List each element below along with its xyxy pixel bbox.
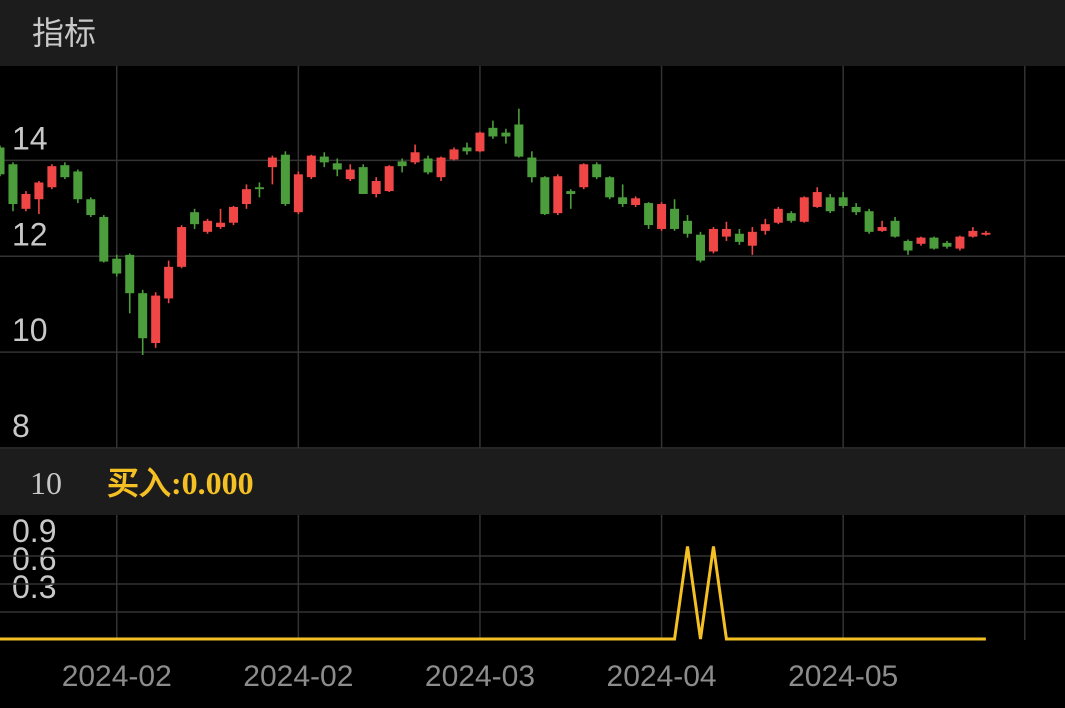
candle-body <box>203 220 213 232</box>
candle-body <box>151 295 161 344</box>
candle-body <box>0 147 5 175</box>
candle-body <box>760 224 770 231</box>
candle-body <box>501 132 511 137</box>
candle-body <box>540 177 550 215</box>
candle-body <box>462 147 472 152</box>
x-tick-label: 2024-05 <box>788 660 898 693</box>
candle-body <box>631 198 641 205</box>
x-tick-label: 2024-02 <box>62 660 172 693</box>
candle-body <box>241 189 251 205</box>
x-tick-label: 2024-03 <box>425 660 535 693</box>
candle-body <box>514 124 524 157</box>
candle-body <box>34 182 44 200</box>
candle-body <box>475 132 485 152</box>
candle-body <box>8 164 18 205</box>
candle-body <box>216 222 226 228</box>
candle-body <box>644 203 654 226</box>
candle-body <box>384 166 394 192</box>
candle-body <box>125 254 135 294</box>
candle-body <box>695 234 705 261</box>
candle-body <box>968 230 978 237</box>
candle-body <box>579 164 589 188</box>
candle-body <box>345 169 355 180</box>
candle-body <box>890 220 900 237</box>
candle-body <box>436 157 446 178</box>
candle-body <box>254 187 264 190</box>
candle-body <box>670 208 680 229</box>
candle-body <box>410 152 420 163</box>
candle-body <box>981 232 991 235</box>
y-tick-label: 0.6 <box>12 541 56 577</box>
candle-body <box>747 231 757 246</box>
candle-body <box>618 197 628 205</box>
candle-body <box>929 237 939 249</box>
x-tick-label: 2024-02 <box>243 660 353 693</box>
candle-body <box>799 197 809 222</box>
candle-body <box>916 237 926 244</box>
candle-body <box>786 213 796 221</box>
candle-body <box>177 227 187 267</box>
y-tick-label: 10 <box>12 312 48 348</box>
candle-body <box>955 236 965 249</box>
candle-body <box>942 242 952 247</box>
candle-body <box>592 164 602 178</box>
candle-body <box>293 174 303 213</box>
y-tick-label: 14 <box>12 120 48 156</box>
y-tick-label: 0.3 <box>12 569 56 605</box>
candle-body <box>112 258 122 274</box>
y-tick-label: 12 <box>12 216 48 252</box>
candle-body <box>397 161 407 167</box>
candle-body <box>657 204 667 229</box>
candle-body <box>812 192 822 207</box>
x-tick-label: 2024-04 <box>607 660 717 693</box>
candle-body <box>280 154 290 205</box>
candle-body <box>903 240 913 251</box>
candle-body <box>267 157 277 168</box>
candle-body <box>21 193 31 209</box>
candle-body <box>332 163 342 170</box>
candle-body <box>553 176 563 214</box>
candle-body <box>190 212 200 225</box>
candle-body <box>164 266 174 299</box>
candle-body <box>864 211 874 232</box>
header-title: 指标 <box>32 15 96 51</box>
indicator-label: 买入:0.000 <box>107 465 254 501</box>
candle-body <box>449 149 459 160</box>
candle-body <box>319 156 329 163</box>
indicator-line <box>0 546 986 641</box>
candle-body <box>708 228 718 252</box>
candle-body <box>838 197 848 206</box>
candle-body <box>86 199 96 216</box>
candle-body <box>877 227 887 231</box>
candle-body <box>721 228 731 237</box>
candle-body <box>825 197 835 212</box>
candle-body <box>773 208 783 223</box>
candle-body <box>73 171 83 200</box>
candle-body <box>306 155 316 178</box>
y-tick-label: 8 <box>12 408 30 444</box>
indicator-parameter: 10 <box>30 465 62 501</box>
candle-body <box>683 220 693 234</box>
candle-body <box>851 206 861 213</box>
candle-body <box>47 166 57 188</box>
candle-body <box>488 127 498 137</box>
candle-body <box>605 177 615 198</box>
y-tick-label: 0.9 <box>12 513 56 549</box>
indicator-bar <box>0 449 1065 515</box>
candle-body <box>423 158 433 173</box>
header-bar <box>0 0 1065 66</box>
candle-body <box>99 216 109 262</box>
candle-body <box>371 181 381 194</box>
candle-body <box>734 233 744 242</box>
candle-body <box>527 157 537 178</box>
candle-body <box>566 191 576 194</box>
candle-body <box>60 165 70 178</box>
candle-body <box>358 167 368 194</box>
candle-body <box>228 206 238 223</box>
candle-body <box>138 293 148 339</box>
